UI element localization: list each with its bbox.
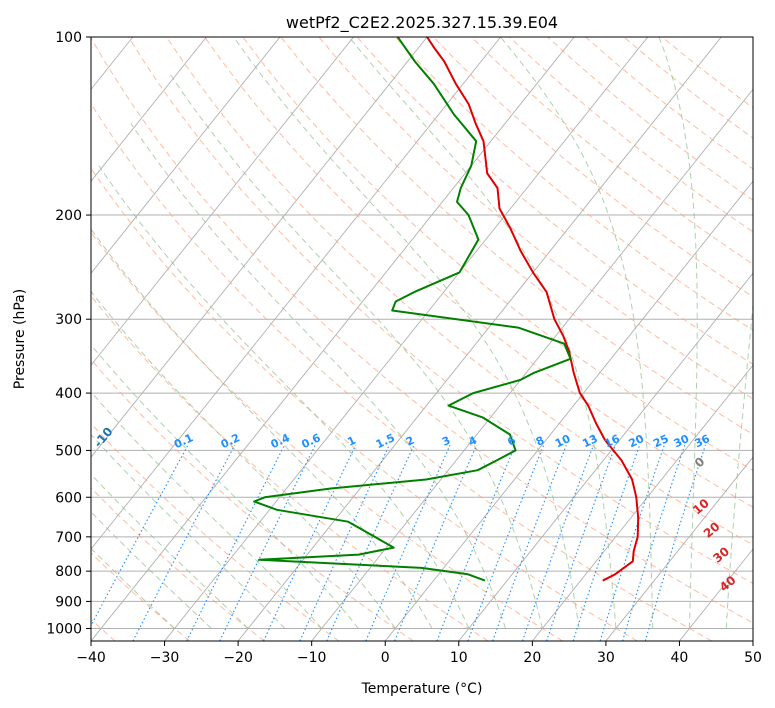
mixing-ratio-line [365, 444, 451, 641]
moist-adiabat [91, 547, 175, 629]
isotherm-line [605, 456, 753, 641]
mixing-ratio-line [644, 445, 706, 641]
dry-adiabat [91, 231, 563, 641]
isotherm-line [91, 37, 354, 366]
y-tick-label: 900 [55, 594, 82, 610]
x-tick-label: −30 [150, 650, 180, 666]
moist-adiabat [91, 433, 286, 629]
moist-adiabat [725, 299, 753, 629]
mixing-ratio-line [467, 444, 545, 641]
moist-adiabat [130, 123, 507, 629]
y-tick-label: 700 [55, 530, 82, 546]
y-tick-label: 200 [55, 208, 82, 224]
isotherm-line [237, 37, 722, 641]
x-tick-label: 40 [671, 650, 689, 666]
y-tick-label: 300 [55, 312, 82, 328]
dry-adiabat [128, 37, 753, 585]
x-tick-label: −10 [297, 650, 327, 666]
moist-adiabat [91, 228, 433, 629]
y-tick-label: 600 [55, 490, 82, 506]
mixing-ratio-line [219, 444, 316, 641]
y-tick-label: 400 [55, 386, 82, 402]
plot-frame [90, 36, 754, 642]
isotherm-line [91, 37, 501, 550]
dry-adiabat [356, 37, 753, 365]
mixing-ratio-label: 10 [553, 432, 573, 450]
chart-title: wetPf2_C2E2.2025.327.15.39.E04 [286, 13, 558, 33]
x-tick-label: 50 [744, 650, 762, 666]
isotherm-line [91, 37, 428, 458]
x-tick-label: −20 [223, 650, 253, 666]
moist-adiabat [98, 165, 470, 629]
y-tick-label: 500 [55, 443, 82, 459]
x-tick-label: 20 [523, 650, 541, 666]
moist-adiabat [348, 37, 617, 629]
dry-adiabat [91, 422, 340, 641]
isotherm-line [91, 37, 575, 641]
dewpoint-profile-line [253, 37, 572, 582]
mixing-ratio-line [186, 444, 285, 641]
y-tick-label: 100 [55, 30, 82, 46]
x-tick-label: −40 [76, 650, 106, 666]
moist-adiabat [658, 37, 698, 629]
isotherm-line [164, 37, 649, 641]
isotherm-line [384, 180, 753, 641]
mixing-ratio-line [622, 445, 686, 641]
temperature-profile-line [426, 37, 640, 582]
y-tick-label: 1000 [46, 621, 82, 637]
mixing-ratio-line [599, 445, 665, 641]
x-axis-label: Temperature (°C) [361, 681, 483, 697]
mixing-ratio-line [521, 445, 595, 641]
dry-adiabat [91, 37, 753, 624]
mixing-ratio-label: 30 [672, 432, 692, 450]
moist-adiabat [233, 37, 580, 629]
moist-adiabat [91, 344, 359, 629]
mixing-ratio-line [546, 445, 617, 641]
mixing-ratio-line [492, 444, 567, 641]
dry-adiabat [91, 102, 713, 641]
x-tick-label: 0 [381, 650, 390, 666]
dry-adiabat [91, 295, 489, 641]
isotherm-line [458, 272, 753, 641]
moist-adiabat [500, 37, 654, 629]
dry-adiabat [91, 552, 191, 641]
mixing-ratio-label: 16 [602, 432, 622, 450]
mixing-ratio-line [572, 445, 641, 641]
moist-adiabat [91, 290, 396, 629]
dry-adiabat [432, 37, 753, 298]
mixing-ratio-label: 20 [627, 432, 647, 450]
dry-adiabat [91, 167, 638, 641]
isotherm-line [91, 37, 207, 182]
x-tick-label: 10 [450, 650, 468, 666]
y-tick-label: 800 [55, 564, 82, 580]
x-tick-label: 30 [597, 650, 615, 666]
dry-adiabat [204, 37, 753, 508]
mixing-ratio-label: 25 [651, 432, 670, 450]
mixing-ratio-line [326, 444, 415, 641]
moist-adiabat [91, 511, 212, 629]
y-axis-label: Pressure (hPa) [12, 289, 28, 389]
dry-adiabat [166, 37, 753, 546]
dry-adiabat [394, 37, 753, 331]
mixing-ratio-label: 36 [693, 432, 713, 450]
isotherm-line [91, 37, 281, 274]
moist-adiabat [168, 72, 543, 629]
isotherm-line [531, 364, 753, 641]
dry-adiabat [91, 358, 414, 641]
moist-adiabat [91, 473, 249, 629]
mixing-ratio-label: 13 [580, 432, 599, 450]
